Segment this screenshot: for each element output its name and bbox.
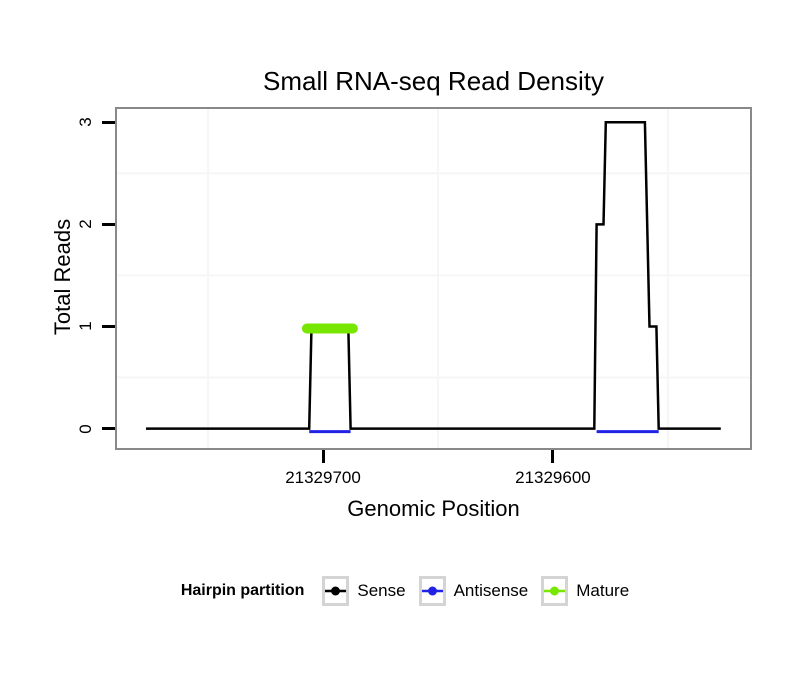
line-dot-glyph-icon [325, 586, 347, 596]
y-axis-tick [102, 324, 115, 328]
legend-label-antisense: Antisense [453, 581, 529, 600]
y-axis-tick-label: 2 [76, 219, 95, 230]
y-axis-tick-label: 1 [76, 321, 95, 332]
sense-key-icon [322, 576, 350, 606]
x-axis-label: Genomic Position [347, 496, 520, 521]
legend: Hairpin partition Sense Antisense [0, 576, 810, 606]
y-axis-tick-label: 0 [76, 423, 95, 434]
plot-panel [115, 107, 752, 450]
x-axis-tick [321, 450, 325, 463]
y-axis-label: Total Reads [50, 218, 75, 336]
y-axis-tick [102, 120, 115, 124]
y-axis-tick [102, 427, 115, 431]
legend-entry-sense: Sense [322, 576, 406, 606]
y-axis-tick [102, 222, 115, 226]
antisense-key-icon [418, 576, 446, 606]
legend-label-mature: Mature [576, 581, 630, 600]
legend-label-sense: Sense [357, 581, 406, 600]
plot-area [117, 109, 750, 448]
x-axis-tick [551, 450, 555, 463]
line-dot-glyph-icon [421, 586, 443, 596]
line-dot-glyph-icon [544, 586, 566, 596]
legend-entry-antisense: Antisense [418, 576, 529, 606]
y-axis-tick-label: 3 [76, 117, 95, 127]
x-axis-tick-label: 21329600 [515, 468, 591, 487]
chart-title: Small RNA-seq Read Density [262, 66, 604, 96]
x-axis-tick-label: 21329700 [285, 468, 361, 487]
mature-key-icon [541, 576, 569, 606]
legend-entry-mature: Mature [541, 576, 629, 606]
legend-title: Hairpin partition [180, 582, 305, 599]
